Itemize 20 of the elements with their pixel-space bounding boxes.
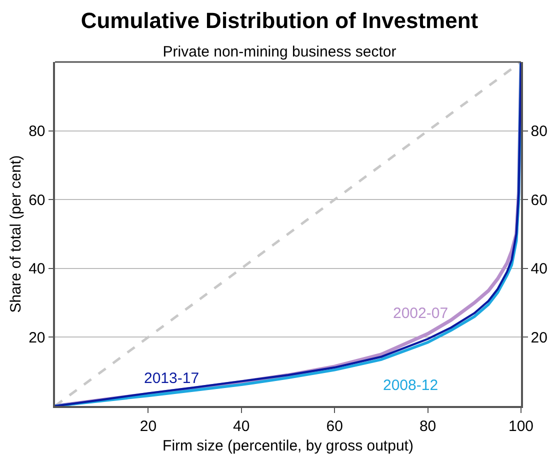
y2-tick-label: 60 — [530, 192, 548, 209]
chart-title: Cumulative Distribution of Investment — [80, 8, 479, 33]
x-axis-title: Firm size (percentile, by gross output) — [162, 437, 414, 454]
series-label: 2008-12 — [383, 377, 438, 394]
y2-tick-label: 40 — [530, 260, 548, 278]
x-tick-label: 20 — [140, 418, 157, 435]
series-label: 2013-17 — [144, 370, 200, 387]
x-tick-label: 100 — [508, 418, 534, 435]
y-tick-label: 20 — [28, 329, 46, 346]
y-tick-label: 60 — [28, 192, 46, 209]
y-tick-label: 40 — [28, 260, 46, 278]
chart-subtitle: Private non-mining business sector — [162, 43, 396, 60]
x-tick-label: 80 — [419, 418, 436, 435]
y2-tick-label: 80 — [530, 123, 548, 140]
y2-tick-label: 20 — [530, 329, 548, 346]
series-label: 2002-07 — [393, 305, 448, 322]
y-axis-title: Share of total (per cent) — [7, 155, 24, 313]
x-tick-label: 40 — [233, 418, 250, 435]
x-tick-label: 60 — [326, 418, 343, 435]
y-tick-label: 80 — [28, 123, 46, 140]
